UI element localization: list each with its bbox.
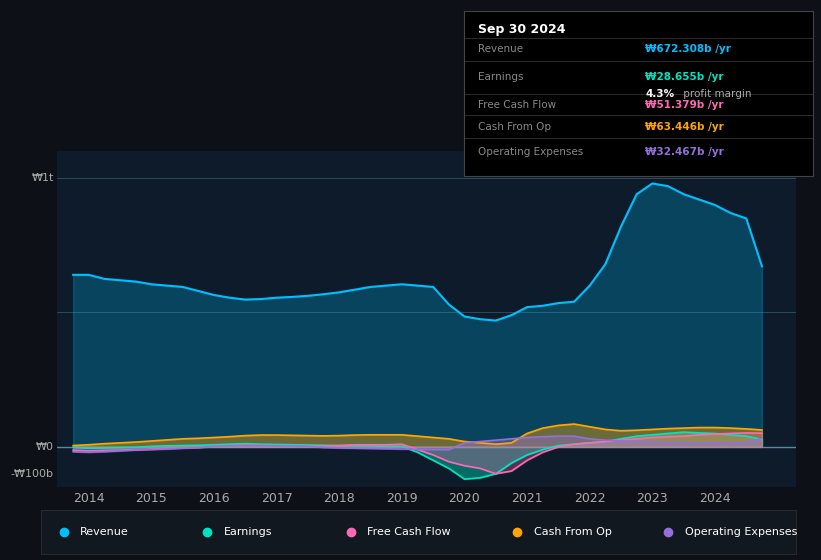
Text: Cash From Op: Cash From Op (534, 527, 612, 537)
Text: Free Cash Flow: Free Cash Flow (367, 527, 451, 537)
Text: Cash From Op: Cash From Op (478, 122, 551, 132)
Text: Sep 30 2024: Sep 30 2024 (478, 23, 566, 36)
Text: Revenue: Revenue (80, 527, 129, 537)
Text: ₩28.655b /yr: ₩28.655b /yr (645, 72, 724, 82)
Text: -₩100b: -₩100b (11, 469, 54, 479)
Text: ₩63.446b /yr: ₩63.446b /yr (645, 122, 724, 132)
Text: ₩672.308b /yr: ₩672.308b /yr (645, 44, 732, 54)
Text: Earnings: Earnings (224, 527, 273, 537)
Text: ₩51.379b /yr: ₩51.379b /yr (645, 100, 724, 110)
Text: profit margin: profit margin (680, 89, 752, 99)
Text: Operating Expenses: Operating Expenses (685, 527, 797, 537)
Text: ₩0: ₩0 (36, 442, 54, 452)
Text: ₩32.467b /yr: ₩32.467b /yr (645, 147, 724, 157)
Text: Revenue: Revenue (478, 44, 523, 54)
Text: Earnings: Earnings (478, 72, 523, 82)
Text: Free Cash Flow: Free Cash Flow (478, 100, 556, 110)
Text: ₩1t: ₩1t (31, 173, 54, 183)
Text: 4.3%: 4.3% (645, 89, 674, 99)
Text: Operating Expenses: Operating Expenses (478, 147, 583, 157)
